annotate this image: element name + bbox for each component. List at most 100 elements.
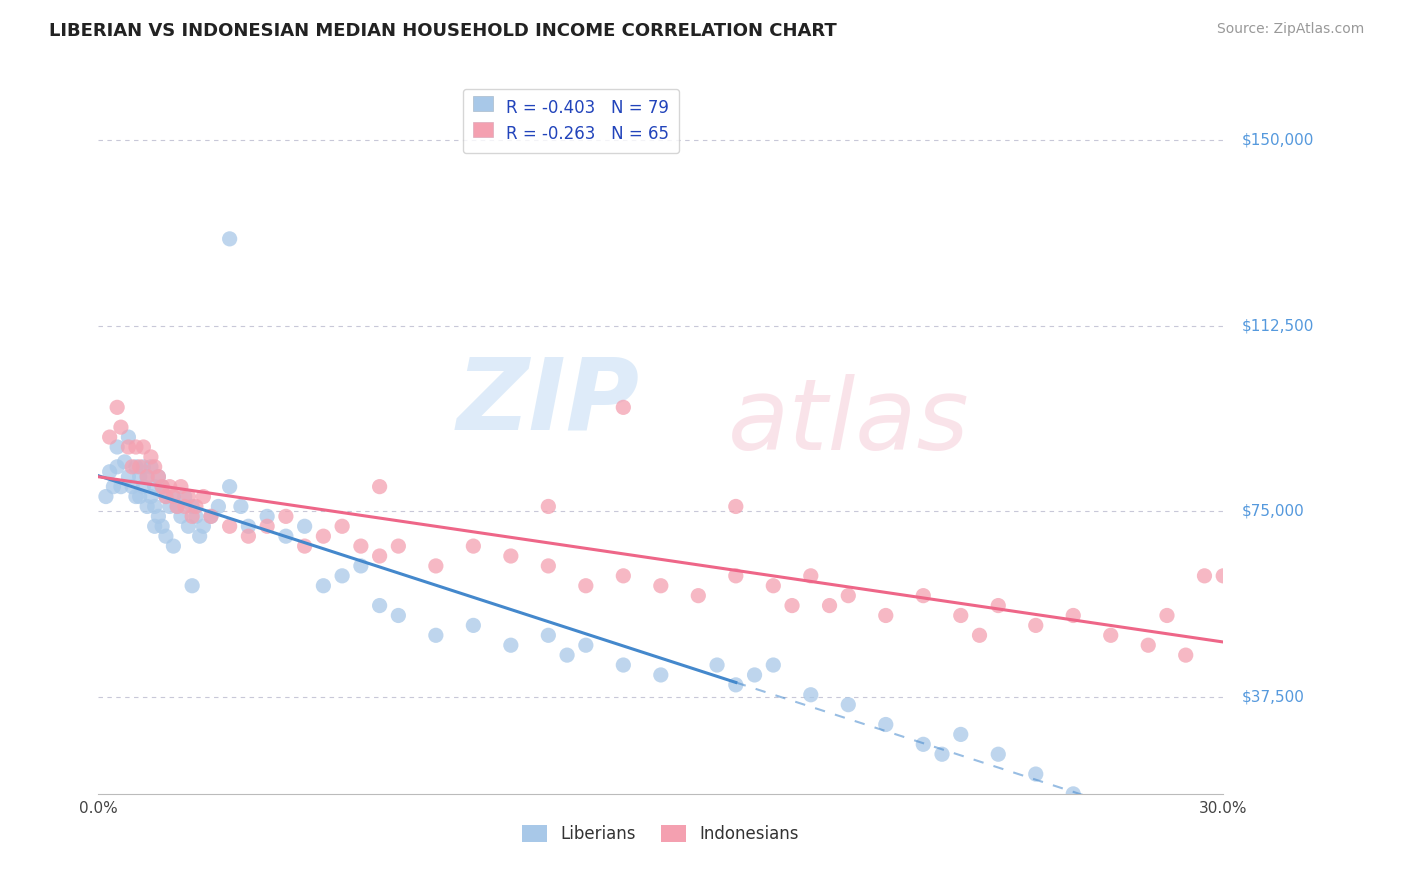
Point bbox=[105, 440, 128, 454]
Point bbox=[1156, 608, 1178, 623]
Point bbox=[148, 469, 170, 483]
Point bbox=[162, 490, 184, 504]
Point bbox=[387, 608, 409, 623]
Point bbox=[612, 569, 634, 583]
Point bbox=[949, 608, 972, 623]
Point bbox=[105, 401, 128, 415]
Point bbox=[724, 678, 747, 692]
Point bbox=[94, 490, 117, 504]
Point bbox=[537, 628, 560, 642]
Point bbox=[184, 509, 207, 524]
Point bbox=[181, 500, 204, 514]
Point bbox=[387, 539, 409, 553]
Point bbox=[875, 608, 897, 623]
Point bbox=[110, 420, 132, 434]
Point bbox=[136, 469, 159, 483]
Point bbox=[837, 698, 859, 712]
Point bbox=[139, 450, 162, 464]
Point bbox=[200, 509, 222, 524]
Point bbox=[1194, 569, 1216, 583]
Point bbox=[139, 459, 162, 474]
Point bbox=[238, 529, 260, 543]
Point bbox=[499, 638, 522, 652]
Point bbox=[98, 465, 121, 479]
Point bbox=[650, 579, 672, 593]
Point bbox=[128, 469, 150, 483]
Point bbox=[499, 549, 522, 563]
Point bbox=[256, 509, 278, 524]
Point bbox=[744, 668, 766, 682]
Point bbox=[987, 747, 1010, 762]
Legend: Liberians, Indonesians: Liberians, Indonesians bbox=[516, 818, 806, 850]
Point bbox=[218, 519, 240, 533]
Point bbox=[136, 500, 159, 514]
Point bbox=[1099, 628, 1122, 642]
Point bbox=[150, 480, 173, 494]
Point bbox=[150, 519, 173, 533]
Point bbox=[121, 459, 143, 474]
Point bbox=[912, 737, 935, 751]
Point bbox=[128, 459, 150, 474]
Point bbox=[184, 500, 207, 514]
Point bbox=[128, 490, 150, 504]
Point bbox=[330, 569, 353, 583]
Point bbox=[818, 599, 841, 613]
Point bbox=[724, 500, 747, 514]
Point bbox=[294, 519, 316, 533]
Point bbox=[931, 747, 953, 762]
Point bbox=[200, 509, 222, 524]
Point bbox=[177, 490, 200, 504]
Text: ZIP: ZIP bbox=[457, 354, 640, 450]
Point bbox=[188, 529, 211, 543]
Point bbox=[1137, 806, 1160, 821]
Text: Source: ZipAtlas.com: Source: ZipAtlas.com bbox=[1216, 22, 1364, 37]
Point bbox=[368, 480, 391, 494]
Point bbox=[132, 459, 155, 474]
Point bbox=[575, 579, 598, 593]
Point bbox=[294, 539, 316, 553]
Point bbox=[103, 480, 125, 494]
Text: $112,500: $112,500 bbox=[1241, 318, 1315, 333]
Point bbox=[229, 500, 252, 514]
Point bbox=[949, 727, 972, 741]
Point bbox=[650, 668, 672, 682]
Point bbox=[312, 529, 335, 543]
Point bbox=[368, 549, 391, 563]
Point bbox=[125, 459, 148, 474]
Point bbox=[575, 638, 598, 652]
Point bbox=[207, 500, 229, 514]
Point bbox=[155, 490, 177, 504]
Point bbox=[218, 480, 240, 494]
Point bbox=[274, 529, 297, 543]
Point bbox=[193, 490, 215, 504]
Point bbox=[177, 519, 200, 533]
Text: $150,000: $150,000 bbox=[1241, 132, 1315, 147]
Point bbox=[612, 658, 634, 673]
Point bbox=[181, 509, 204, 524]
Point bbox=[117, 469, 139, 483]
Point bbox=[256, 519, 278, 533]
Point bbox=[114, 455, 136, 469]
Point bbox=[170, 480, 193, 494]
Point bbox=[170, 509, 193, 524]
Point bbox=[1174, 648, 1197, 662]
Point bbox=[143, 480, 166, 494]
Point bbox=[425, 558, 447, 573]
Point bbox=[330, 519, 353, 533]
Point bbox=[98, 430, 121, 444]
Point bbox=[969, 628, 991, 642]
Point bbox=[350, 558, 373, 573]
Point bbox=[166, 500, 188, 514]
Point bbox=[537, 500, 560, 514]
Point bbox=[238, 519, 260, 533]
Point bbox=[148, 509, 170, 524]
Point bbox=[117, 430, 139, 444]
Point bbox=[688, 589, 710, 603]
Point bbox=[148, 469, 170, 483]
Point bbox=[193, 519, 215, 533]
Point bbox=[1062, 608, 1084, 623]
Point bbox=[837, 589, 859, 603]
Point bbox=[537, 558, 560, 573]
Point bbox=[162, 490, 184, 504]
Point bbox=[173, 490, 195, 504]
